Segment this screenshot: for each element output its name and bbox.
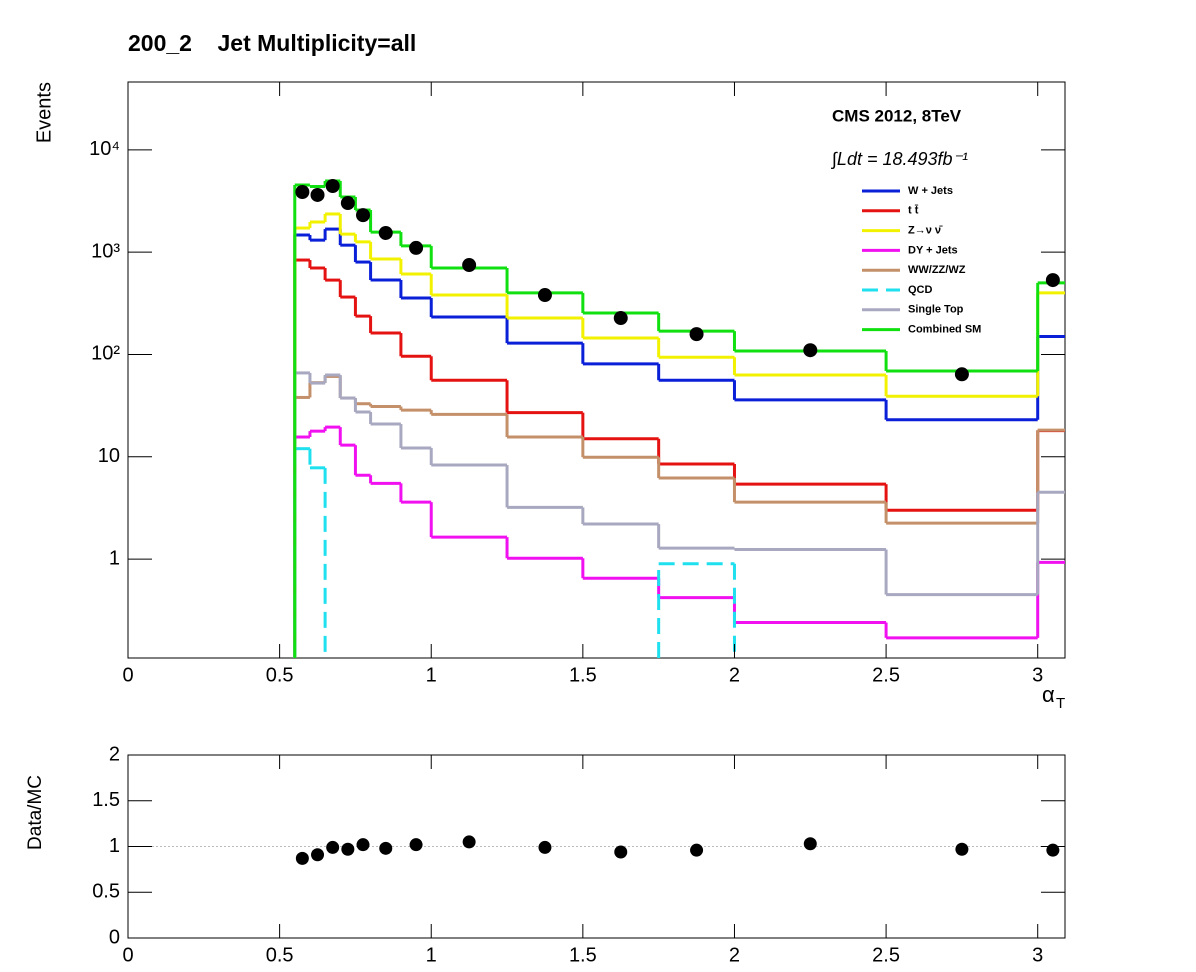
y-tick-label: 10⁴ — [89, 138, 120, 160]
ratio-point — [955, 842, 969, 856]
data-point — [340, 196, 355, 211]
y-tick-label: 1 — [109, 547, 120, 569]
chart-title: 200_2 Jet Multiplicity=all — [128, 30, 416, 56]
legend-label: WW/ZZ/WZ — [908, 264, 966, 276]
x-tick-label: 2 — [729, 944, 740, 966]
x-tick-label: 3 — [1032, 664, 1043, 686]
ratio-point — [341, 842, 355, 856]
legend-label: QCD — [908, 284, 933, 296]
ratio-point — [690, 843, 704, 857]
experiment-label: CMS 2012, 8TeV — [832, 106, 962, 125]
ratio-point — [803, 837, 817, 851]
legend-label: W + Jets — [908, 185, 953, 197]
luminosity-label: ∫Ldt = 18.493fb⁻¹ — [830, 149, 968, 169]
data-point — [378, 225, 393, 240]
x-tick-label: 3 — [1032, 944, 1043, 966]
ratio-point — [311, 848, 325, 862]
data-point — [409, 240, 424, 255]
y-tick-label: 0 — [109, 926, 120, 948]
x-tick-label: 0 — [122, 664, 133, 686]
x-tick-label: 2 — [729, 664, 740, 686]
data-point — [537, 288, 552, 303]
data-point — [325, 178, 340, 193]
y-tick-label: 2 — [109, 743, 120, 765]
legend-label: DY + Jets — [908, 244, 958, 256]
data-point — [356, 208, 371, 223]
ratio-point — [356, 838, 370, 852]
legend-label: Combined SM — [908, 324, 981, 336]
y-tick-label: 10² — [91, 343, 120, 365]
legend-label: Z→ν ν̄ — [908, 225, 943, 237]
legend-label: t t̄ — [908, 205, 919, 217]
ratio-point — [409, 838, 423, 852]
data-point — [462, 258, 477, 273]
data-point — [1045, 273, 1060, 288]
ratio-point — [295, 851, 309, 865]
ratio-point — [1046, 843, 1060, 857]
ratio-point — [462, 835, 476, 849]
ratio-point — [379, 841, 393, 855]
data-point — [295, 185, 310, 200]
ratio-area — [128, 835, 1065, 865]
x-tick-label: 1.5 — [569, 944, 597, 966]
plot-frame — [127, 81, 1066, 659]
data-point — [803, 343, 818, 358]
data-point — [310, 187, 325, 202]
x-tick-label: 0.5 — [266, 944, 294, 966]
ratio-point — [538, 840, 552, 854]
x-tick-label: 1.5 — [569, 664, 597, 686]
x-axis-label: α — [1042, 682, 1055, 707]
plot-area — [293, 178, 1065, 658]
x-axis-label-subscript: T — [1056, 695, 1065, 712]
ratio-point — [326, 840, 340, 854]
y-axis-label: Events — [33, 82, 55, 143]
legend-label: Single Top — [908, 304, 964, 316]
y-tick-label: 1 — [109, 835, 120, 857]
data-point — [954, 367, 969, 382]
x-tick-label: 1 — [426, 944, 437, 966]
y-tick-label: 10³ — [91, 240, 120, 262]
ratio-point — [614, 845, 628, 859]
y-tick-label: 1.5 — [92, 789, 120, 811]
data-point — [613, 311, 628, 326]
x-tick-label: 0 — [122, 944, 133, 966]
y-tick-label: 0.5 — [92, 881, 120, 903]
data-point — [689, 327, 704, 342]
x-tick-label: 2.5 — [872, 664, 900, 686]
x-tick-label: 2.5 — [872, 944, 900, 966]
y-tick-label: 10 — [98, 445, 120, 467]
x-tick-label: 1 — [426, 664, 437, 686]
ratio-y-axis-label: Data/MC — [25, 775, 46, 850]
x-tick-label: 0.5 — [266, 664, 294, 686]
